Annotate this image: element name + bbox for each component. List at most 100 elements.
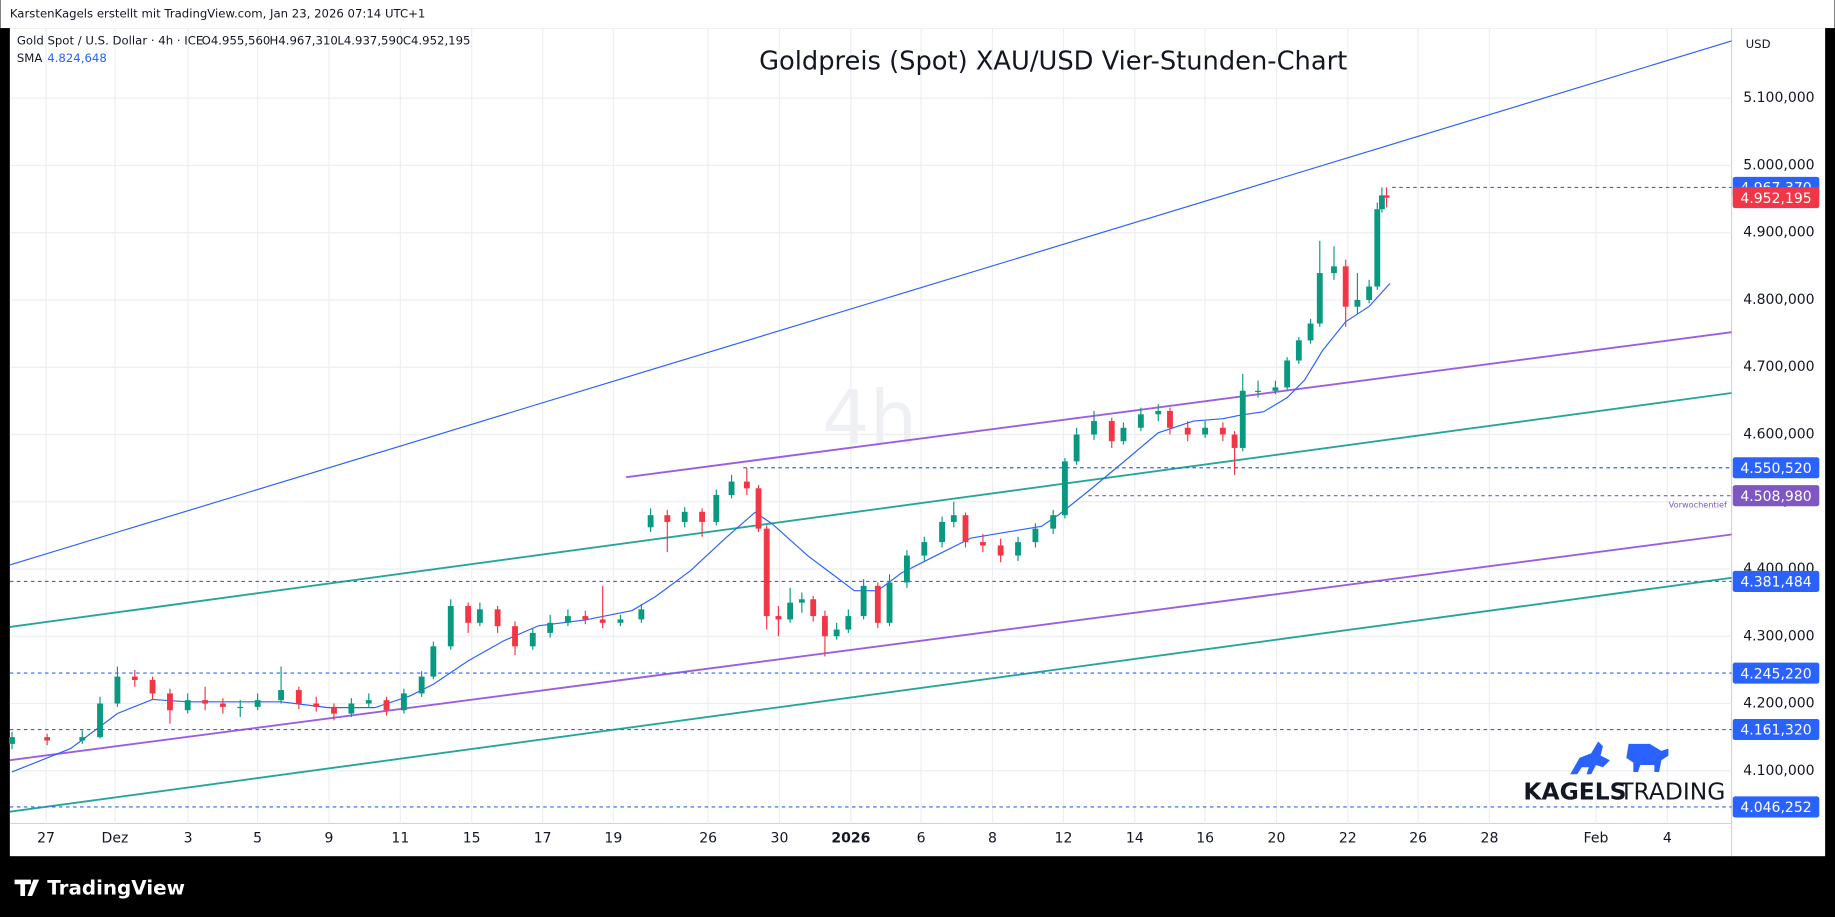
candle-body xyxy=(939,521,945,543)
x-tick-label: 4 xyxy=(1663,831,1672,847)
price-tag-label: 4.381,484 xyxy=(1740,575,1811,591)
candle-body xyxy=(1120,427,1127,442)
ohlc-close: C4.952,195 xyxy=(403,33,471,47)
price-tag xyxy=(1732,570,1820,592)
indicator-value: 4.824,648 xyxy=(47,51,106,65)
plot: Vorwochentief xyxy=(9,40,1732,813)
price-tag-label: 4.161,320 xyxy=(1740,723,1811,739)
candle-body xyxy=(1366,286,1373,300)
x-tick-label: 15 xyxy=(463,831,481,847)
candle-body xyxy=(962,515,969,543)
candle-body xyxy=(699,511,706,522)
candle-body xyxy=(1354,299,1361,307)
candle-body xyxy=(921,542,928,556)
candle-body xyxy=(167,693,173,711)
candle-body xyxy=(1272,387,1279,391)
candle-body xyxy=(476,609,483,623)
candle-body xyxy=(348,703,355,714)
candle-body xyxy=(184,700,191,711)
candle-body xyxy=(494,609,501,627)
footer-brand: TradingView xyxy=(47,876,185,899)
x-tick-label: 9 xyxy=(325,831,334,847)
x-tick-label: 17 xyxy=(534,831,552,847)
candle-body xyxy=(1091,421,1097,435)
candle-body xyxy=(97,703,103,738)
candle-body xyxy=(547,622,554,633)
candle-body xyxy=(1374,209,1381,287)
candle-body xyxy=(681,511,688,522)
candle-body xyxy=(582,616,589,620)
price-tag-label: 4.952,195 xyxy=(1740,191,1811,207)
candle-body xyxy=(1231,434,1238,448)
x-tick-label: 14 xyxy=(1126,831,1144,847)
candle-body xyxy=(1184,427,1191,435)
price-tag-label: 4.046,252 xyxy=(1740,800,1811,816)
credit: KarstenKagels erstellt mit TradingView.c… xyxy=(10,7,426,21)
trend-line xyxy=(9,392,1732,628)
candle-body xyxy=(647,515,654,528)
x-tick-label: 19 xyxy=(604,831,622,847)
candle-body xyxy=(219,703,226,707)
x-tick-label: 6 xyxy=(917,831,926,847)
candle-body xyxy=(599,619,606,623)
candle-body xyxy=(874,585,881,623)
candle-body xyxy=(860,585,867,617)
candle-body xyxy=(1239,390,1246,448)
price-tag xyxy=(1732,485,1820,507)
candle-body xyxy=(1073,434,1080,462)
candle-body xyxy=(529,632,536,647)
candle-body xyxy=(1378,195,1385,210)
candle-body xyxy=(1307,323,1314,341)
chart-area xyxy=(9,28,1826,857)
x-tick-label: 12 xyxy=(1055,831,1073,847)
price-tag xyxy=(1732,457,1820,479)
candle-body xyxy=(886,582,893,623)
candle-body xyxy=(1331,266,1337,274)
candle-body xyxy=(1050,515,1057,529)
candle-body xyxy=(418,676,425,694)
y-tick-label: 4.900,000 xyxy=(1743,225,1814,241)
candle-body xyxy=(755,488,762,529)
candle-body xyxy=(903,555,910,583)
logo-icons xyxy=(1570,741,1669,775)
candle-body xyxy=(237,706,244,709)
candle-body xyxy=(465,605,472,623)
trend-line xyxy=(9,40,1732,566)
candle-body xyxy=(202,700,209,704)
trend-line xyxy=(9,576,1732,813)
candle-body xyxy=(400,693,407,711)
candle-body xyxy=(775,616,782,620)
trend-line xyxy=(9,533,1732,762)
candle-body xyxy=(1342,266,1349,307)
candle-body xyxy=(833,629,840,637)
y-tick-label: 4.700,000 xyxy=(1743,359,1814,375)
candle-body xyxy=(149,679,156,694)
y-tick-label: 4.200,000 xyxy=(1743,696,1814,712)
candle-body xyxy=(1061,461,1068,516)
price-tag xyxy=(1732,662,1820,684)
candle-body xyxy=(798,599,805,603)
candle-body xyxy=(1202,427,1209,435)
y-tick-label: 5.000,000 xyxy=(1743,157,1814,173)
candle-body xyxy=(787,602,794,620)
candle-body xyxy=(821,616,828,637)
y-tick-label: 4.600,000 xyxy=(1743,426,1814,442)
bull-icon xyxy=(1570,741,1610,775)
candle-body xyxy=(278,690,284,701)
x-tick-label: 5 xyxy=(253,831,262,847)
ohlc-open: O4.955,560 xyxy=(202,33,271,47)
currency: USD xyxy=(1746,37,1771,51)
x-tick-label: 16 xyxy=(1196,831,1214,847)
candle-body xyxy=(1137,414,1144,428)
x-tick-label: 3 xyxy=(184,831,193,847)
ohlc-high: H4.967,310 xyxy=(270,33,338,47)
price-tag xyxy=(1732,719,1820,741)
x-tick-label: 27 xyxy=(37,831,55,847)
x-tick-label: 26 xyxy=(1409,831,1427,847)
price-tag-label: 4.245,220 xyxy=(1740,666,1811,682)
symbol: Gold Spot / U.S. Dollar · 4h · ICE xyxy=(17,33,203,47)
candle-body xyxy=(430,646,437,677)
candle-body xyxy=(1155,410,1162,415)
